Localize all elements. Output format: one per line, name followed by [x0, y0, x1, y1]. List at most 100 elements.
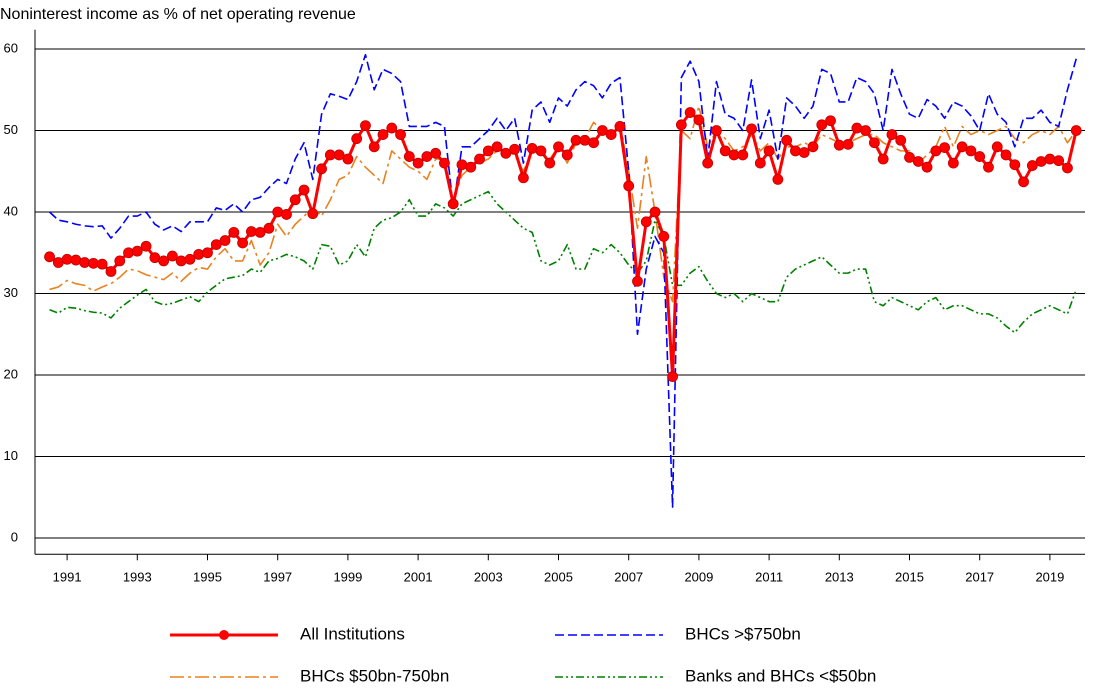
data-point — [737, 149, 749, 161]
data-point — [307, 208, 319, 220]
data-point — [430, 147, 442, 159]
data-point — [921, 161, 933, 173]
legend-label: All Institutions — [300, 624, 405, 643]
data-point — [596, 125, 608, 136]
data-point — [237, 237, 249, 249]
data-point — [904, 151, 915, 163]
data-point — [947, 157, 959, 169]
data-point — [518, 172, 529, 184]
series-line — [49, 190, 1077, 334]
data-point — [798, 147, 810, 158]
data-point — [509, 143, 521, 155]
data-point — [491, 141, 503, 153]
data-point — [860, 125, 872, 136]
data-point — [719, 145, 731, 157]
data-point — [1062, 162, 1073, 174]
data-point — [368, 141, 380, 153]
y-tick-label: 10 — [4, 448, 18, 463]
data-point — [895, 134, 907, 146]
data-point — [447, 198, 459, 210]
data-point — [474, 153, 485, 165]
data-point — [825, 115, 836, 127]
data-point — [500, 147, 512, 159]
data-point — [1000, 149, 1012, 161]
data-point — [175, 255, 187, 267]
y-tick-label: 30 — [4, 285, 18, 300]
data-point — [395, 129, 406, 140]
data-point — [991, 141, 1003, 153]
data-point — [386, 122, 398, 134]
data-point — [974, 151, 986, 162]
legend-label: BHCs >$750bn — [685, 624, 801, 643]
data-point — [123, 247, 134, 259]
data-point — [1018, 176, 1029, 188]
data-point — [351, 133, 363, 145]
x-tick-label: 2003 — [474, 570, 503, 585]
y-tick-label: 60 — [4, 40, 18, 55]
data-point — [360, 120, 371, 132]
data-point — [983, 161, 994, 173]
data-point — [254, 226, 266, 238]
data-point — [535, 145, 547, 157]
chart-title: Noninterest income as % of net operating… — [0, 6, 356, 23]
data-point — [702, 157, 714, 169]
data-point — [632, 275, 643, 287]
x-tick-label: 2001 — [404, 570, 433, 585]
data-point — [140, 240, 152, 252]
data-point — [96, 258, 108, 270]
data-point — [158, 255, 170, 267]
data-point — [184, 253, 196, 265]
data-point — [166, 250, 178, 262]
data-point — [807, 141, 819, 153]
data-point — [842, 138, 854, 150]
data-point — [693, 114, 705, 126]
x-tick-label: 1991 — [53, 570, 82, 585]
series-line — [49, 53, 1077, 508]
data-point — [553, 141, 564, 153]
data-point — [403, 151, 415, 162]
data-point — [588, 137, 599, 149]
x-tick-label: 2011 — [755, 570, 783, 585]
data-point — [623, 180, 635, 192]
x-tick-label: 2007 — [614, 570, 643, 585]
data-point — [869, 137, 880, 149]
data-point — [939, 142, 950, 154]
data-point — [877, 153, 889, 165]
data-point — [193, 248, 205, 260]
data-point — [482, 145, 494, 157]
data-point — [44, 251, 55, 263]
data-point — [781, 134, 793, 146]
y-tick-label: 40 — [4, 203, 18, 218]
data-point — [1044, 153, 1056, 165]
y-tick-label: 50 — [4, 122, 18, 137]
series-line — [49, 105, 1077, 303]
data-point — [667, 371, 678, 383]
data-point — [316, 163, 327, 175]
data-point — [114, 255, 126, 267]
data-point — [754, 157, 766, 169]
data-point — [1026, 160, 1038, 171]
y-tick-label: 0 — [11, 529, 18, 544]
legend-label: BHCs $50bn-750bn — [300, 666, 449, 685]
data-point — [912, 156, 924, 167]
data-point — [105, 266, 117, 277]
data-point — [544, 157, 556, 169]
x-tick-label: 2015 — [895, 570, 924, 585]
data-point — [561, 149, 573, 161]
data-point — [1053, 155, 1065, 167]
data-point — [131, 245, 143, 257]
x-tick-label: 1993 — [123, 570, 152, 585]
data-point — [640, 216, 652, 228]
data-point — [965, 145, 977, 157]
data-point — [228, 226, 240, 238]
data-point — [298, 184, 310, 196]
data-point — [763, 145, 775, 157]
data-point — [790, 145, 801, 157]
data-point — [956, 141, 968, 153]
data-point — [412, 157, 424, 169]
legend-label: Banks and BHCs <$50bn — [685, 666, 876, 685]
data-point — [1070, 125, 1082, 136]
x-tick-label: 2017 — [965, 570, 994, 585]
data-point — [605, 129, 617, 140]
